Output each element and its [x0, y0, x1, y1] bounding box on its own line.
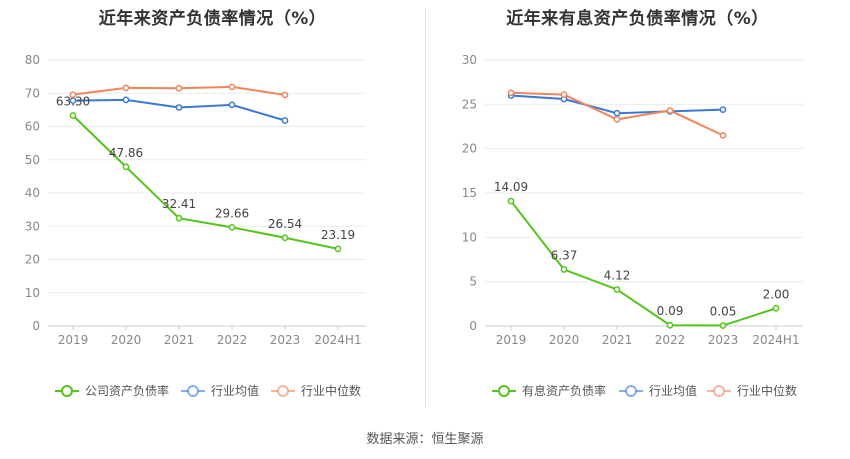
data-point[interactable] [122, 96, 130, 104]
data-label: 6.37 [551, 249, 578, 263]
legend-marker[interactable] [713, 385, 725, 397]
y-tick-label: 10 [25, 286, 40, 300]
data-point[interactable] [507, 197, 515, 205]
data-label: 29.66 [215, 206, 249, 220]
data-point[interactable] [666, 107, 674, 114]
y-tick-label: 50 [25, 153, 40, 167]
legend-marker[interactable] [277, 385, 289, 397]
x-tick-label: 2022 [655, 333, 686, 347]
chart-panel-right: 近年来有息资产负债率情况（%） 0 5 10 15 20 25 30 2019 2020 2021… [425, 0, 850, 420]
y-tick-label: 15 [462, 186, 477, 200]
panel-divider [425, 8, 426, 408]
data-point[interactable] [613, 109, 621, 117]
data-source: 数据来源：恒生聚源 [366, 432, 484, 447]
legend-label[interactable]: 有息资产负债率 [522, 383, 606, 398]
chart-debt-ratio: 0 10 20 30 40 50 60 70 80 2019 2020 2021 2022 2023 202… [25, 53, 366, 398]
y-tick-label: 0 [32, 319, 40, 333]
data-point[interactable] [613, 286, 621, 293]
data-label: 26.54 [268, 217, 302, 231]
data-point[interactable] [69, 112, 77, 119]
y-tick-label: 25 [462, 97, 477, 111]
chart-panel-left: 近年来资产负债率情况（%） 0 10 20 30 40 50 60 70 80 2019 2020 2… [0, 0, 425, 420]
series-line [510, 200, 777, 327]
x-tick-label: 2021 [602, 333, 633, 347]
chart-title-left: 近年来资产负债率情况（%） [98, 9, 327, 29]
y-tick-label: 80 [25, 53, 40, 67]
legend-marker[interactable] [625, 385, 637, 397]
x-tick-label: 2019 [58, 333, 89, 347]
y-tick-label: 30 [462, 53, 477, 67]
data-point[interactable] [613, 116, 621, 123]
data-point[interactable] [560, 91, 568, 98]
x-tick-label: 2024H1 [314, 333, 361, 347]
data-label: 23.19 [321, 228, 355, 242]
legend-label[interactable]: 行业均值 [649, 383, 697, 398]
x-tick-label: 2022 [217, 333, 248, 347]
legend-label[interactable]: 行业中位数 [301, 383, 361, 398]
x-tick-label: 2019 [496, 333, 527, 347]
data-label: 0.09 [657, 304, 684, 318]
data-point[interactable] [228, 101, 236, 109]
y-tick-label: 60 [25, 120, 40, 134]
data-point[interactable] [122, 163, 130, 171]
data-point[interactable] [560, 266, 568, 273]
data-point[interactable] [228, 83, 236, 91]
legend-label[interactable]: 公司资产负债率 [85, 383, 169, 398]
x-tick-label: 2021 [164, 333, 195, 347]
data-point[interactable] [719, 132, 727, 139]
legend-marker[interactable] [187, 385, 199, 397]
y-tick-label: 40 [25, 186, 40, 200]
data-point[interactable] [122, 84, 130, 92]
legend-label[interactable]: 行业中位数 [737, 383, 797, 398]
data-point[interactable] [175, 84, 183, 92]
y-tick-label: 30 [25, 219, 40, 233]
y-tick-label: 10 [462, 230, 477, 244]
legend-label[interactable]: 行业均值 [211, 383, 259, 398]
y-tick-label: 70 [25, 86, 40, 100]
data-label: 63.30 [56, 95, 90, 109]
data-point[interactable] [281, 234, 289, 242]
data-point[interactable] [175, 214, 183, 222]
y-tick-label: 0 [469, 319, 477, 333]
data-point[interactable] [69, 91, 77, 98]
data-label: 0.05 [710, 305, 737, 319]
data-point[interactable] [228, 224, 236, 231]
data-point[interactable] [281, 91, 289, 99]
data-point[interactable] [69, 97, 77, 104]
x-tick-label: 2023 [708, 333, 739, 347]
legend-marker[interactable] [61, 385, 73, 397]
legend-marker[interactable] [498, 385, 510, 397]
data-point[interactable] [334, 245, 342, 253]
data-point[interactable] [175, 104, 183, 111]
data-label: 14.09 [494, 180, 528, 194]
data-label: 2.00 [763, 287, 790, 301]
data-point[interactable] [281, 117, 289, 124]
x-tick-label: 2020 [111, 333, 142, 347]
data-point[interactable] [719, 322, 727, 329]
y-tick-label: 20 [462, 142, 477, 156]
chart-title-right: 近年来有息资产负债率情况（%） [506, 9, 769, 29]
x-tick-label: 2023 [270, 333, 301, 347]
data-point[interactable] [772, 304, 780, 312]
data-label: 32.41 [162, 197, 196, 211]
data-point[interactable] [719, 106, 727, 114]
y-tick-label: 20 [25, 253, 40, 267]
data-label: 4.12 [604, 268, 631, 282]
chart-interest-debt-ratio: 0 5 10 15 20 25 30 2019 2020 2021 2022 2023 2024H1 14… [462, 53, 803, 398]
x-tick-label: 2020 [549, 333, 580, 347]
x-tick-label: 2024H1 [752, 333, 799, 347]
series-line [72, 114, 339, 250]
y-tick-label: 5 [469, 275, 477, 289]
data-point[interactable] [507, 89, 515, 97]
data-point[interactable] [666, 321, 674, 329]
data-label: 47.86 [109, 146, 143, 160]
